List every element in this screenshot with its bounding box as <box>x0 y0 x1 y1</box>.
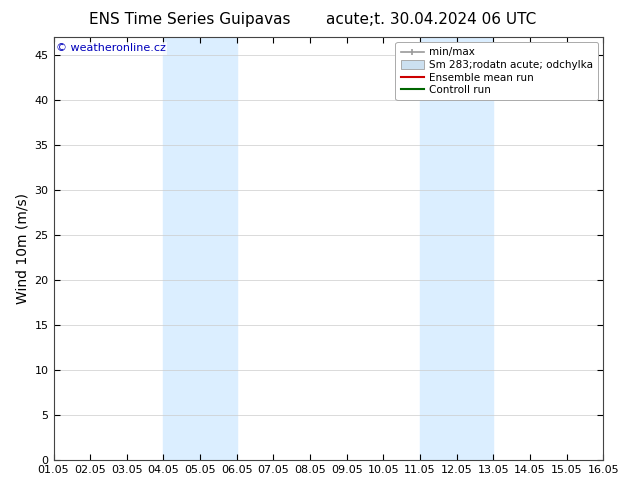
Y-axis label: Wind 10m (m/s): Wind 10m (m/s) <box>15 193 29 304</box>
Text: © weatheronline.cz: © weatheronline.cz <box>56 44 166 53</box>
Text: acute;t. 30.04.2024 06 UTC: acute;t. 30.04.2024 06 UTC <box>326 12 536 27</box>
Text: ENS Time Series Guipavas: ENS Time Series Guipavas <box>89 12 291 27</box>
Bar <box>164 37 236 460</box>
Bar <box>420 37 493 460</box>
Legend: min/max, Sm 283;rodatn acute; odchylka, Ensemble mean run, Controll run: min/max, Sm 283;rodatn acute; odchylka, … <box>396 42 598 100</box>
